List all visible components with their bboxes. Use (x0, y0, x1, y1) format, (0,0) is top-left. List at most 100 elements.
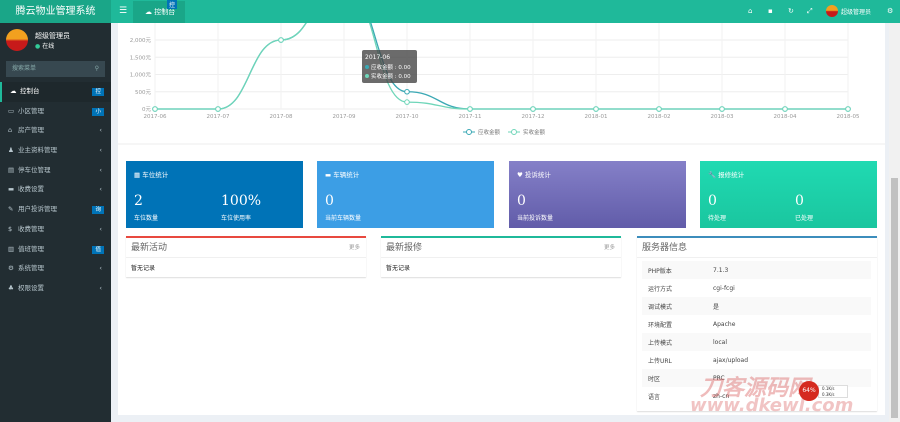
info-value: zh-cn (713, 392, 730, 400)
sidebar-item[interactable]: $ 收费管理 ‹ (0, 220, 111, 240)
data-point[interactable] (656, 106, 662, 112)
data-point[interactable] (719, 106, 725, 112)
x-tick-label: 2018-04 (774, 114, 797, 120)
sidebar-item[interactable]: ▤ 停车位管理 ‹ (0, 161, 111, 181)
table-row: 语言 zh-cn (642, 387, 871, 405)
more-link[interactable]: 更多 (603, 245, 615, 251)
x-tick-label: 2018-01 (585, 114, 608, 120)
sidebar-item[interactable]: ♣ 权限设置 ‹ (0, 279, 111, 299)
data-point[interactable] (467, 106, 473, 112)
sidebar-item[interactable]: ☁ 控制台 控 (0, 82, 111, 102)
tooltip (362, 50, 417, 83)
sidebar-item[interactable]: ▭ 小区管理 小 (0, 102, 111, 122)
info-key: PHP版本 (642, 261, 707, 279)
menu-badge: 值 (92, 245, 104, 254)
stat-value: 0 (517, 193, 526, 209)
data-point[interactable] (404, 99, 410, 105)
data-point[interactable] (215, 106, 221, 112)
calendar-icon: ▥ (8, 244, 15, 253)
heart-icon: ♥ (517, 171, 525, 179)
scrollbar[interactable] (889, 23, 900, 422)
sidebar-item[interactable]: ⌂ 房产管理 ‹ (0, 121, 111, 141)
panel-title: 最新活动 (131, 243, 168, 253)
upload-speed: 0.1K/s (822, 386, 835, 391)
chevron-left-icon: ‹ (99, 126, 102, 135)
sidebar-item[interactable]: ⚙ 系统管理 ‹ (0, 259, 111, 279)
more-link[interactable]: 更多 (348, 245, 360, 251)
stat-label: 车位数量 (134, 215, 159, 222)
sidebar-menu: ☁ 控制台 控 ▭ 小区管理 小 ⌂ 房产管理 ‹ ♟ 业主资料管理 ‹ ▤ 停车位管理 ‹ ▬ 收费设置 ‹ ✎ 用… (0, 82, 111, 299)
speed-widget[interactable]: 64% (799, 381, 819, 401)
fullscreen-icon[interactable]: ⤢ (807, 7, 813, 15)
truck-icon: ▬ (325, 171, 334, 179)
latest-activity-panel: 最新活动 更多 暂无记录 (126, 236, 366, 277)
latest-repair-panel: 最新报修 更多 暂无记录 (381, 236, 621, 277)
info-key: 上传模式 (642, 333, 707, 351)
data-point[interactable] (152, 106, 158, 112)
data-point[interactable] (845, 106, 851, 112)
tooltip-row: 实收金额 : 0.00 (371, 72, 411, 80)
card-parking-stats: ▦ 车位统计 2 车位数量 100% 车位使用率 (126, 161, 303, 228)
gears-icon[interactable]: ⚙ (887, 7, 894, 15)
wrench-icon: 🔧 (708, 171, 719, 179)
chevron-left-icon: ‹ (99, 283, 102, 292)
table-row: 上传URL ajax/upload (642, 351, 871, 369)
x-tick-label: 2017-08 (270, 114, 293, 120)
menu-search-input[interactable]: 搜索菜单 ⚲ (6, 61, 105, 77)
data-point[interactable] (593, 106, 599, 112)
user-panel: 超级管理员 在线 (0, 23, 111, 56)
chevron-left-icon: ‹ (99, 264, 102, 273)
chevron-left-icon: ‹ (99, 146, 102, 155)
y-tick-label: 0元 (142, 106, 151, 113)
y-tick-label: 2,000元 (130, 37, 152, 44)
data-point[interactable] (404, 88, 410, 95)
search-icon[interactable]: ⚲ (94, 65, 99, 72)
tab-dashboard[interactable]: ☁ 控制台 (133, 1, 185, 23)
sidebar-item[interactable]: ▬ 收费设置 ‹ (0, 180, 111, 200)
watermark-url: www.dkewl.com (690, 395, 854, 416)
scrollbar-thumb[interactable] (891, 178, 898, 418)
sidebar-item-label: 用户投诉管理 (18, 205, 57, 214)
legend-label[interactable]: 实收金额 (523, 128, 546, 136)
info-value: Apache (713, 320, 736, 328)
user-menu[interactable]: 超级管理员 (826, 5, 871, 17)
sidebar-item-label: 系统管理 (18, 264, 44, 273)
table-row: PHP版本 7.1.3 (642, 261, 871, 279)
menu-badge: 控 (92, 88, 104, 96)
menu-badge: 询 (92, 206, 104, 215)
legend-label[interactable]: 应收金额 (478, 128, 501, 136)
stat-label: 待处理 (708, 215, 727, 222)
sidebar-item[interactable]: ✎ 用户投诉管理 询 (0, 200, 111, 220)
sidebar-item[interactable]: ▥ 值班管理 值 (0, 240, 111, 260)
chevron-left-icon: ‹ (99, 224, 102, 233)
data-point[interactable] (278, 37, 284, 43)
stat-label: 当前投诉数量 (517, 215, 554, 222)
table-row: 时区 PRC (642, 369, 871, 387)
stat-label: 已处理 (795, 215, 814, 222)
app-logo[interactable]: 腾云物业管理系统 (0, 0, 111, 23)
search-placeholder: 搜索菜单 (12, 65, 37, 72)
avatar (6, 29, 28, 51)
menu-badge: 小 (92, 107, 104, 116)
y-tick-label: 1,000元 (130, 72, 152, 79)
legend-marker-dot (466, 129, 472, 135)
stat-value: 2 (134, 193, 143, 209)
cogs-icon: ⚙ (8, 264, 14, 273)
tab-badge: 控 (167, 0, 178, 9)
server-info-table: PHP版本 7.1.3 运行方式 cgi-fcgi 调试模式是环境配置 Apache 上传模… (642, 261, 871, 405)
home-icon[interactable]: ⌂ (748, 7, 753, 15)
sidebar-item[interactable]: ♟ 业主资料管理 ‹ (0, 141, 111, 161)
x-tick-label: 2018-02 (648, 114, 671, 120)
sidebar-toggle-bars-icon[interactable]: ☰ (118, 6, 128, 16)
download-speed: 0.3K/s (822, 392, 835, 397)
series-line (154, 23, 848, 110)
trash-icon[interactable]: ▪ (768, 7, 773, 15)
info-value: ajax/upload (713, 356, 749, 364)
sidebar-item-label: 停车位管理 (18, 165, 51, 174)
data-point[interactable] (530, 106, 536, 112)
refresh-icon[interactable]: ↻ (788, 7, 794, 15)
main-content: 0元 500元 1,000元 1,500元 2,000元 2017-06 2017-07 20… (118, 23, 885, 415)
x-tick-label: 2018-05 (837, 114, 860, 120)
data-point[interactable] (782, 106, 788, 112)
info-value: local (707, 333, 871, 351)
